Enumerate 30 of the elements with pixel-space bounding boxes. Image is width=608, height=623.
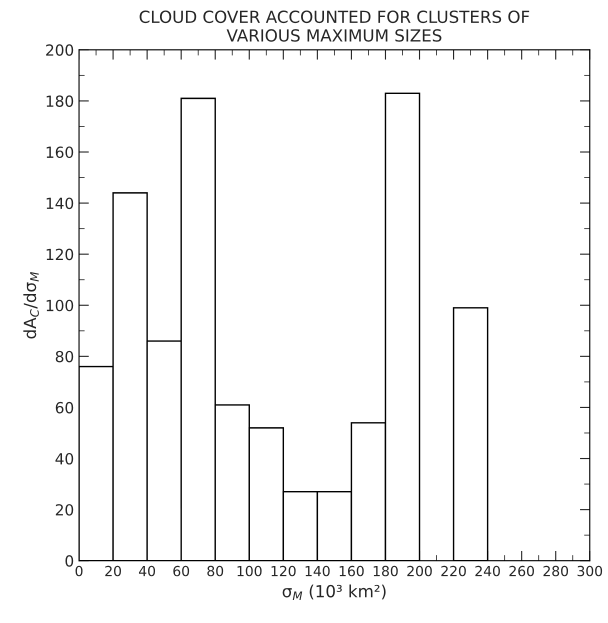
y-tick-label: 180	[46, 95, 74, 107]
x-tick-label: 200	[407, 566, 432, 576]
x-tick-label: 20	[105, 566, 121, 576]
y-tick-label: 160	[46, 146, 74, 158]
y-axis-title: dA$_{C}$/dσ$_{M}$	[23, 272, 39, 339]
y-tick-label: 80	[56, 350, 74, 362]
x-tick-label: 300	[578, 566, 602, 576]
x-tick-label: 80	[207, 566, 224, 576]
x-tick-label: 140	[306, 566, 330, 576]
y-tick-label: 200	[46, 44, 74, 56]
x-tick-label: 40	[138, 566, 156, 576]
x-tick-label: 220	[441, 566, 466, 576]
x-tick-label: 180	[374, 566, 398, 576]
y-tick-label: 60	[56, 402, 74, 414]
x-tick-label: 60	[173, 566, 190, 576]
x-tick-label: 100	[238, 566, 262, 576]
x-tick-label: 260	[509, 566, 534, 576]
y-tick-label: 140	[46, 198, 74, 210]
y-tick-label: 100	[46, 300, 74, 312]
y-tick-label: 40	[55, 452, 74, 465]
x-tick-label: 280	[543, 566, 568, 576]
x-tick-label: 0	[76, 566, 83, 576]
x-tick-label: 240	[475, 566, 500, 576]
x-axis-title: σ$_{M}$ (10³ km²)	[282, 584, 386, 600]
y-tick-label: 20	[56, 504, 74, 516]
y-tick-label: 0	[65, 555, 74, 567]
x-tick-label: 160	[340, 566, 364, 576]
chart-title: CLOUD COVER ACCOUNTED FOR CLUSTERS OF VARIOUS MAXIMUM SIZES	[140, 10, 530, 42]
x-tick-label: 120	[272, 566, 296, 576]
y-tick-label: 120	[46, 248, 74, 260]
